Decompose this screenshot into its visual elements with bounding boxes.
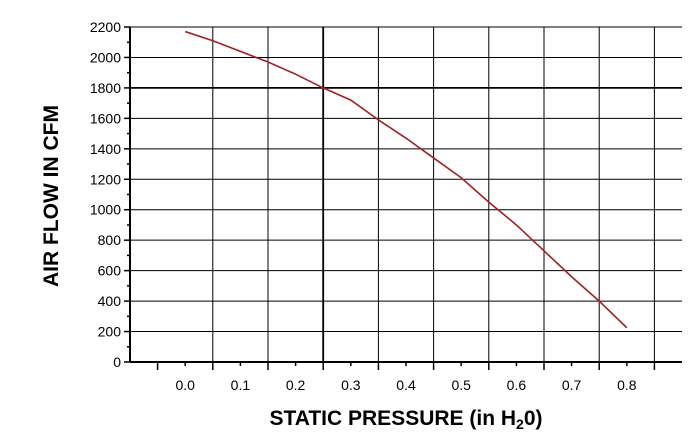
y-tick-label: 1800 — [90, 80, 121, 96]
x-tick-label: 0.2 — [286, 377, 306, 393]
series — [184, 30, 628, 329]
y-tick-label: 2000 — [90, 49, 121, 65]
x-tick-label: 0.6 — [507, 377, 527, 393]
y-tick-label: 1600 — [90, 110, 121, 126]
y-tick-label: 0 — [113, 354, 121, 370]
x-axis-title: STATIC PRESSURE (in H20) — [269, 407, 542, 432]
y-tick-label: 1200 — [90, 171, 121, 187]
x-tick-labels: 0.0 0.1 0.2 0.3 0.4 0.5 0.6 0.7 0.8 — [175, 377, 636, 393]
y-tick-label: 400 — [98, 293, 122, 309]
x-tick-label: 0.3 — [341, 377, 361, 393]
x-axis-title-subscript: 2 — [516, 416, 524, 432]
x-tick-label: 0.0 — [175, 377, 195, 393]
x-tick-label: 0.4 — [396, 377, 416, 393]
y-axis-title: AIR FLOW IN CFM — [40, 105, 63, 287]
y-tick-label: 200 — [98, 324, 122, 340]
grid — [130, 26, 682, 362]
x-axis-title-main: STATIC PRESSURE (in H — [269, 407, 516, 430]
y-tick-labels: 0 200 400 600 800 1000 1200 1400 1600 1800 2000 220… — [90, 19, 121, 370]
x-tick-label: 0.7 — [562, 377, 582, 393]
y-tick-label: 1400 — [90, 141, 121, 157]
x-tick-label: 0.1 — [231, 377, 251, 393]
y-tick-label: 600 — [98, 263, 122, 279]
x-tick-label: 0.5 — [451, 377, 471, 393]
x-tick-label: 0.8 — [617, 377, 637, 393]
y-tick-label: 1000 — [90, 202, 121, 218]
axes — [124, 26, 682, 370]
series-line — [184, 30, 628, 329]
y-tick-label: 2200 — [90, 19, 121, 35]
x-axis-title-tail: 0) — [524, 407, 543, 430]
y-tick-label: 800 — [98, 232, 122, 248]
